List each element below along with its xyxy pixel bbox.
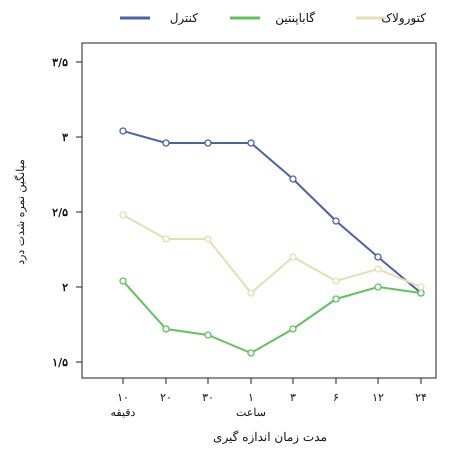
legend-label-0: کنترل [170,11,199,25]
y-tick-label-4: ۳/۵ [52,56,68,69]
series-2-line [122,214,422,294]
series-2-point-2 [204,235,212,243]
x-tick-label-4: ۳ [290,391,296,404]
y-tick-label-1: ۲ [62,281,68,294]
series-1-line [122,280,422,354]
series-1-point-1 [162,325,170,333]
series-2-point-7 [417,283,425,291]
x-sublabel-1: ساعت [236,406,266,419]
x-tick-label-0: ۱۰ [117,391,129,404]
series-0-point-2 [204,139,212,147]
series-2-point-4 [289,253,297,261]
x-tick-label-7: ۲۴ [415,391,427,404]
series-1-point-2 [204,331,212,339]
series-2-point-6 [374,265,382,273]
series-1-point-7 [417,289,425,297]
series-2-point-5 [332,277,340,285]
x-tick-label-3: ۱ [248,391,254,404]
series-2-point-0 [119,211,127,219]
series-0-point-3 [247,139,255,147]
series-1 [119,277,425,357]
series-2-point-3 [247,289,255,297]
series-0-point-6 [374,253,382,261]
series-1-point-5 [332,295,340,303]
y-tick-label-2: ۲/۵ [52,206,68,219]
x-tick-label-6: ۱۲ [372,391,384,404]
series-1-point-3 [247,349,255,357]
series-0-point-5 [332,217,340,225]
legend-label-2: کتورولاک [381,11,426,25]
series-0-point-0 [119,127,127,135]
plot-frame [81,42,437,379]
x-axis-title: مدت زمان اندازه گیری [213,430,327,444]
x-axis: ۱۰ ۲۰ ۳۰ ۱ ۳ ۶ ۱۲ ۲۴ دقیقه ساعت [111,378,427,419]
y-tick-label-3: ۳ [62,131,68,144]
series-2-point-1 [162,235,170,243]
series-0-point-4 [289,175,297,183]
x-sublabel-0: دقیقه [111,406,136,419]
series-layer [119,127,425,357]
legend: کنترل گاباپنتین کتورولاک [120,11,426,25]
legend-label-1: گاباپنتین [275,11,315,25]
series-1-point-6 [374,283,382,291]
series-2 [119,211,425,297]
y-tick-label-0: ۱/۵ [52,356,68,369]
y-axis: ۱/۵ ۲ ۲/۵ ۳ ۳/۵ [52,56,82,369]
x-tick-label-2: ۳۰ [202,391,214,404]
series-0-line [122,130,422,294]
series-1-point-4 [289,325,297,333]
y-axis-title: میانگین نمره شدت درد [14,159,27,265]
series-1-point-0 [119,277,127,285]
series-0-point-1 [162,139,170,147]
x-tick-label-5: ۶ [333,391,339,404]
x-tick-label-1: ۲۰ [160,391,172,404]
